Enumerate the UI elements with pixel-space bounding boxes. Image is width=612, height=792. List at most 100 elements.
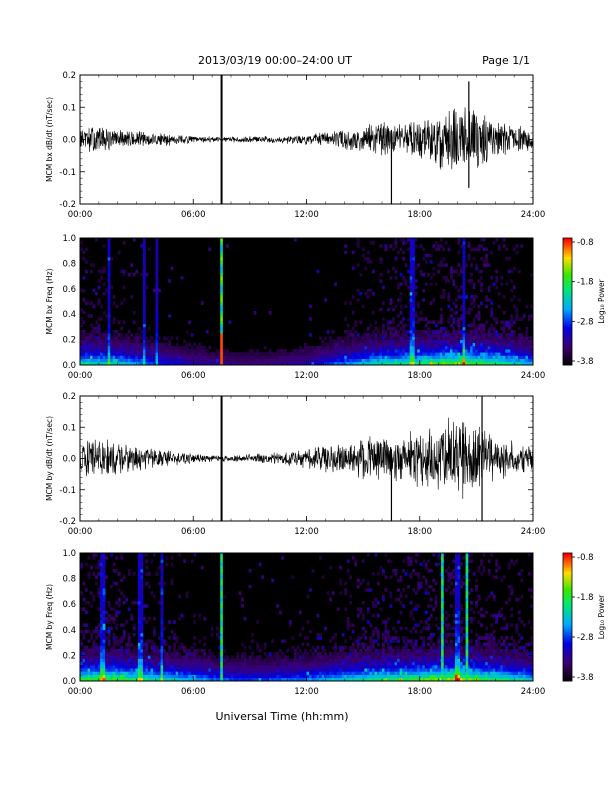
bx-spectrogram-colorbar-step <box>563 329 572 332</box>
bx-spectrogram-cell <box>142 272 146 277</box>
bx-spectrogram-cell <box>515 244 519 248</box>
by-spectrogram-cell <box>258 665 262 669</box>
bx-spectrogram-cell <box>344 349 348 353</box>
by-spectrogram-cell <box>454 553 458 557</box>
by-spectrogram-cell <box>399 665 403 669</box>
by-spectrogram-cell <box>243 652 247 656</box>
bx-spectrogram-cell <box>137 342 141 347</box>
by-spectrogram-cell <box>105 677 108 682</box>
bx-spectrogram-cell <box>359 355 363 359</box>
by-spectrogram-cell <box>188 649 192 653</box>
by-spectrogram-cell <box>238 674 242 679</box>
bx-spectrogram-cell <box>482 247 486 251</box>
by-spectrogram-cell <box>331 665 335 669</box>
by-spectrogram-cell <box>460 645 463 650</box>
by-spectrogram-cell <box>392 569 395 573</box>
by-spectrogram-cell <box>160 597 164 602</box>
bx-spectrogram-cell <box>485 342 488 347</box>
bx-spectrogram-cell <box>394 276 398 280</box>
by-spectrogram-cell <box>112 649 116 653</box>
bx-spectrogram-cell <box>160 352 164 356</box>
bx-spectrogram-cell <box>180 276 184 280</box>
bx-spectrogram-cell <box>225 352 229 356</box>
by-spectrogram-cell <box>402 604 405 608</box>
by-spectrogram-cell <box>371 671 375 675</box>
by-spectrogram-cell <box>331 636 335 640</box>
by-spectrogram-cell <box>454 569 458 573</box>
bx-spectrogram-cell <box>105 288 108 293</box>
by-spectrogram-cell <box>238 665 242 669</box>
bx-spectrogram-cell <box>439 307 443 312</box>
bx-spectrogram-cell <box>384 330 388 334</box>
by-spectrogram-cell <box>376 581 380 586</box>
bx-spectrogram-cell <box>507 339 511 344</box>
bx-spectrogram-cell <box>507 336 511 340</box>
bx-spectrogram-cell <box>376 330 380 334</box>
by-spectrogram-cell <box>160 639 164 643</box>
by-spectrogram-cell <box>331 677 335 682</box>
by-spectrogram-cell <box>120 652 124 656</box>
bx-spectrogram-cell <box>477 336 481 340</box>
bx-spectrogram-cell <box>100 352 103 356</box>
bx-spectrogram-cell <box>465 349 468 353</box>
by-spectrogram-cell <box>449 665 453 669</box>
bx-spectrogram-cell <box>457 317 461 321</box>
by-spectrogram-cell <box>419 671 423 675</box>
by-spectrogram-cell <box>218 629 222 634</box>
by-spectrogram-cell <box>152 645 156 650</box>
by-spectrogram-cell <box>178 665 181 669</box>
by-spectrogram-cell <box>183 559 186 563</box>
bx-spectrogram-cell <box>387 339 390 344</box>
bx-spectrogram-cell <box>402 336 405 340</box>
by-spectrogram-cell <box>100 559 103 563</box>
bx-spectrogram-cell <box>454 345 458 350</box>
by-spectrogram-cell <box>412 677 416 682</box>
by-spectrogram-cell <box>460 636 463 640</box>
bx-spectrogram-cell <box>480 345 483 350</box>
by-spectrogram-cell <box>397 665 400 669</box>
bx-spectrogram-cell <box>329 361 332 366</box>
by-spectrogram-cell <box>152 633 156 637</box>
by-spectrogram-cell <box>369 655 373 659</box>
by-spectrogram-cell <box>384 639 388 643</box>
by-dbdt-x-tick-label: 06:00 <box>181 527 206 537</box>
bx-spectrogram-cell <box>379 339 383 344</box>
bx-spectrogram-cell <box>472 345 476 350</box>
bx-spectrogram-cell <box>329 355 332 359</box>
bx-spectrogram-cell <box>475 314 478 318</box>
by-spectrogram-cell <box>100 649 103 653</box>
bx-spectrogram-cell <box>465 330 468 334</box>
bx-spectrogram-cell <box>243 352 247 356</box>
by-spectrogram-cell <box>424 658 428 663</box>
bx-spectrogram-cell <box>432 333 436 337</box>
bx-spectrogram-cell <box>465 345 468 350</box>
by-spectrogram-cell <box>100 623 103 627</box>
by-spectrogram-cell <box>107 649 111 653</box>
by-spectrogram-cell <box>437 655 441 659</box>
bx-spectrogram-cell <box>417 301 421 305</box>
bx-spectrogram-cell <box>351 336 355 340</box>
bx-spectrogram-cell <box>389 301 393 305</box>
bx-spectrogram-cell <box>460 352 463 356</box>
bx-spectrogram-cell <box>472 358 476 363</box>
by-spectrogram-cell <box>394 668 398 672</box>
by-spectrogram-cell <box>460 604 463 608</box>
bx-spectrogram-cell <box>419 361 423 366</box>
bx-spectrogram-cell <box>92 304 96 309</box>
by-spectrogram-cell <box>147 665 151 669</box>
bx-spectrogram-cell <box>397 361 400 366</box>
by-spectrogram-cell <box>100 677 103 682</box>
bx-spectrogram-cell <box>95 330 98 334</box>
by-spectrogram-cell <box>382 569 385 573</box>
by-spectrogram-cell <box>92 665 96 669</box>
bx-spectrogram-cell <box>525 304 529 309</box>
by-spectrogram-cell <box>344 591 348 595</box>
bx-spectrogram-bright-column-0 <box>220 298 223 302</box>
by-spectrogram-cell <box>158 665 161 669</box>
by-spectrogram-cell <box>130 642 134 647</box>
by-spectrogram-cell <box>127 661 131 666</box>
by-spectrogram-cell <box>371 601 375 605</box>
by-spectrogram-cell <box>397 649 400 653</box>
bx-spectrogram-colorbar-frame <box>562 237 573 366</box>
by-spectrogram-cell <box>97 623 101 627</box>
